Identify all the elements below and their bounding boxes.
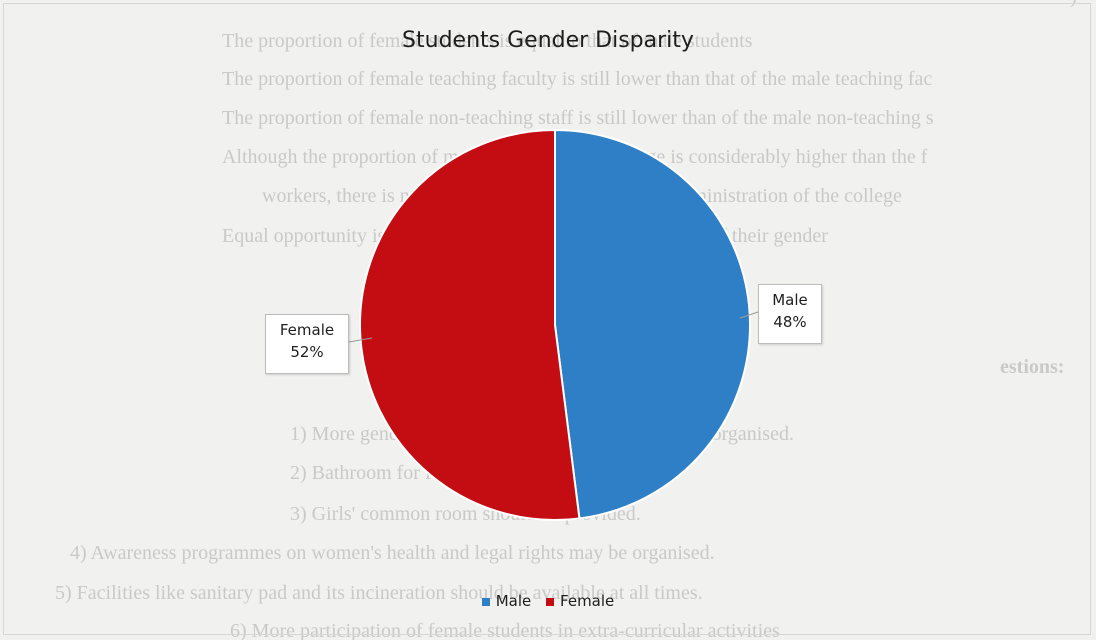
pie-slice-female [359,128,581,521]
leader-line-male [739,311,759,319]
data-label-male: Male 48% [758,284,822,344]
data-label-female: Female 52% [265,314,349,374]
chart-legend: Male Female [0,592,1096,610]
chart-frame [3,3,1091,635]
data-label-female-name: Female [279,321,335,339]
legend-label-male: Male [495,592,532,610]
leader-line-female [348,337,373,343]
chart-title: Students Gender Disparity [402,28,694,53]
legend-swatch-female [546,597,555,606]
data-label-female-value: 52% [290,343,324,361]
data-label-male-name: Male [772,291,808,309]
legend-swatch-male [481,597,490,606]
legend-item-female: Female [546,592,614,610]
data-label-male-value: 48% [773,313,807,331]
legend-label-female: Female [560,592,615,610]
pie-slice-male [554,128,751,520]
legend-item-male: Male [481,592,532,610]
